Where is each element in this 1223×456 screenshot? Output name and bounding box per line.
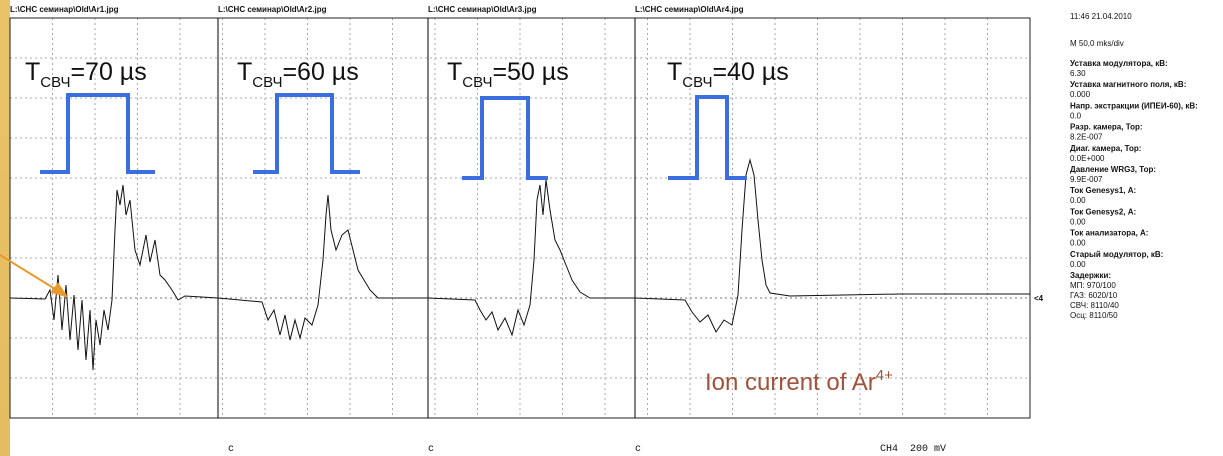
- annotation-text: Ion current of Ar: [705, 369, 876, 396]
- label-t: T: [447, 58, 462, 86]
- label-rest: =60 µs: [282, 58, 358, 86]
- setting-value: 0.00: [1070, 239, 1086, 248]
- annotation-sup: 4+: [876, 367, 893, 384]
- panel-marker: c: [635, 444, 641, 455]
- panel-path: L:\CHC семинар\Old\Ar1.jpg: [10, 5, 119, 14]
- channel-label: CH4 200 mV: [880, 444, 946, 455]
- setting-value: 0.00: [1070, 196, 1086, 205]
- channel-marker: <4: [1034, 294, 1044, 303]
- delay: СВЧ: 8110/40: [1070, 301, 1119, 310]
- setting-value: 9.9E-007: [1070, 175, 1103, 184]
- label-sub: СВЧ: [682, 74, 712, 91]
- panel-marker: c: [228, 444, 234, 455]
- setting-name: Разр. камера, Тор:: [1070, 123, 1143, 132]
- setting-name: Уставка магнитного поля, кВ:: [1070, 80, 1186, 89]
- label-rest: =40 µs: [712, 58, 788, 86]
- panel-path: L:\CHC семинар\Old\Ar4.jpg: [635, 5, 744, 14]
- label-sub: СВЧ: [40, 74, 70, 91]
- timestamp: 11:46 21.04.2010: [1070, 12, 1132, 21]
- setting-value: 0.000: [1070, 90, 1091, 99]
- label-t: T: [667, 58, 682, 86]
- setting-value: 6.30: [1070, 69, 1086, 78]
- setting-name: Ток Genesys1, А:: [1070, 186, 1136, 195]
- delays-title: Задержки:: [1070, 271, 1111, 280]
- panel-path: L:\CHC семинар\Old\Ar2.jpg: [218, 5, 327, 14]
- setting-name: Диаг. камера, Тор:: [1070, 144, 1141, 153]
- setting-value: 8.2E-007: [1070, 133, 1103, 142]
- label-sub: СВЧ: [252, 74, 282, 91]
- label-t: T: [237, 58, 252, 86]
- label-rest: =50 µs: [492, 58, 568, 86]
- setting-value: 0.00: [1070, 260, 1086, 269]
- timebase: M 50,0 mks/div: [1070, 39, 1124, 48]
- panel-marker: c: [428, 444, 434, 455]
- delay: МП: 970/100: [1070, 281, 1116, 290]
- label-sub: СВЧ: [462, 74, 492, 91]
- setting-name: Ток Genesys2, А:: [1070, 207, 1136, 216]
- setting-name: Старый модулятор, кВ:: [1070, 250, 1163, 259]
- setting-name: Напр. экстракции (ИПЕИ-60), кВ:: [1070, 101, 1198, 110]
- label-t: T: [25, 58, 40, 86]
- setting-name: Ток анализатора, А:: [1070, 229, 1148, 238]
- setting-value: 0.0: [1070, 111, 1082, 120]
- setting-value: 0.00: [1070, 217, 1086, 226]
- screen: [10, 0, 1223, 456]
- page: <4 CH4 200 mV 11:46 21.04.2010 M 50,0 mk…: [0, 0, 1223, 456]
- setting-value: 0.0E+000: [1070, 154, 1105, 163]
- delay: ГАЗ: 6020/10: [1070, 291, 1118, 300]
- label-rest: =70 µs: [70, 58, 146, 86]
- screenshot: <4 CH4 200 mV 11:46 21.04.2010 M 50,0 mk…: [0, 0, 1223, 456]
- delay: Осц: 8110/50: [1070, 311, 1118, 320]
- setting-name: Уставка модулятора, кВ:: [1070, 59, 1168, 68]
- annotation: Ion current of Ar4+: [705, 367, 893, 396]
- setting-name: Давление WRG3, Тор:: [1070, 165, 1156, 174]
- panel-path: L:\CHC семинар\Old\Ar3.jpg: [428, 5, 537, 14]
